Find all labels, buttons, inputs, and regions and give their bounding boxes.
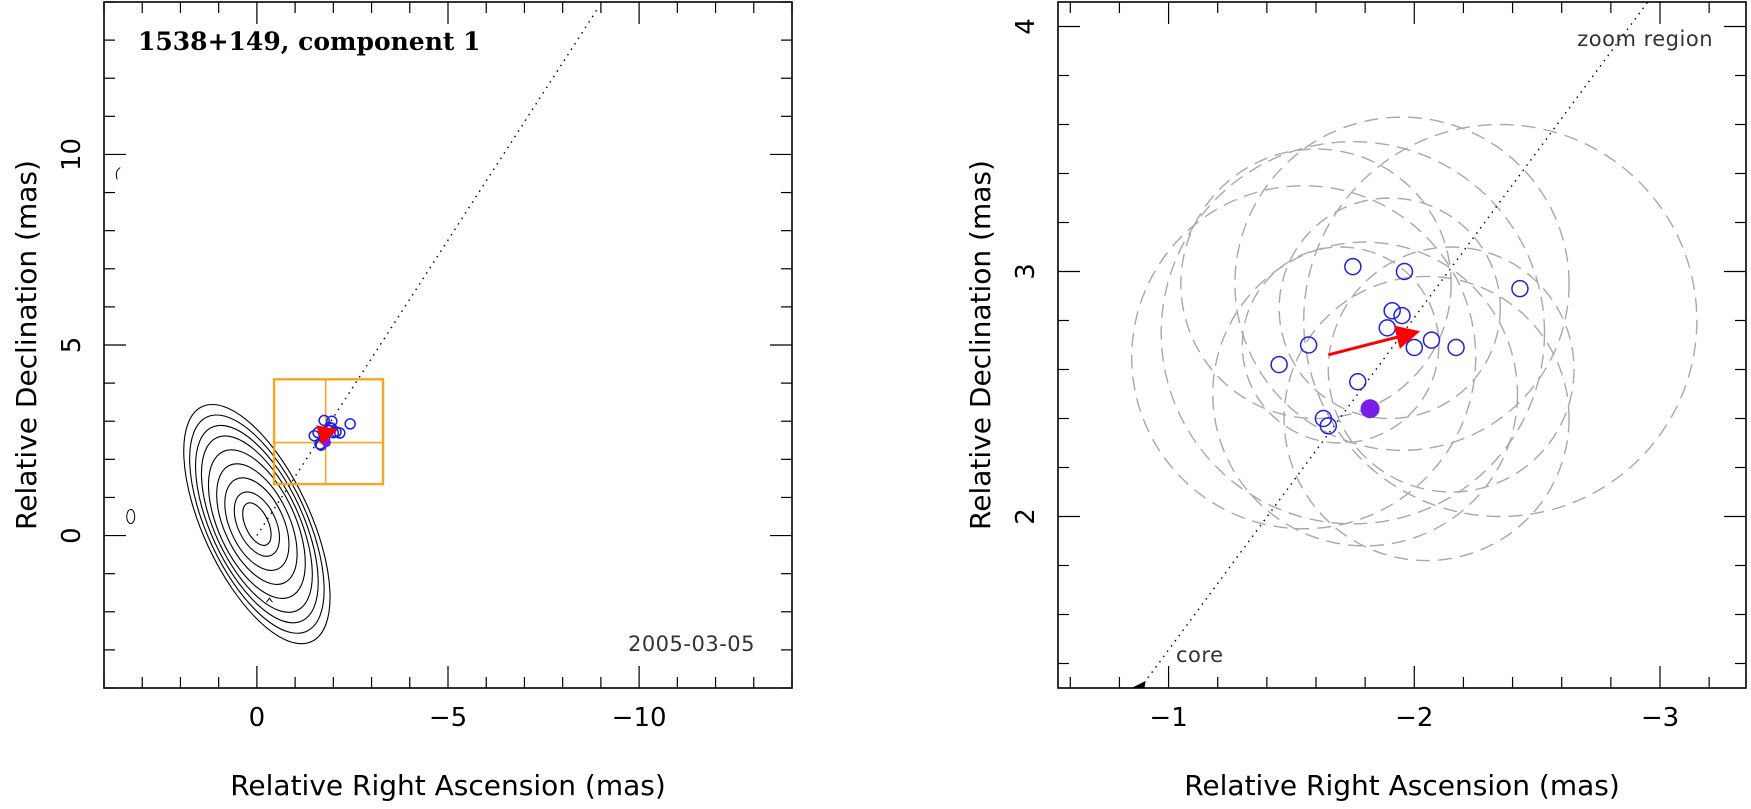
mean-position-marker — [1360, 399, 1380, 419]
component-fit-point — [1447, 338, 1465, 357]
right-x-tick-label: −2 — [1395, 703, 1433, 733]
component-fit-point — [326, 415, 338, 427]
jet-direction-line — [256, 9, 598, 536]
contour-line — [115, 167, 121, 180]
contour-line — [126, 509, 136, 524]
contour-line — [242, 502, 272, 546]
zoom-region-label: zoom region — [1577, 27, 1713, 51]
right-y-tick-label: 4 — [1011, 18, 1041, 35]
contour-line — [200, 435, 313, 613]
right-x-tick-label: −3 — [1641, 703, 1679, 733]
left-chart-title: 1538+149, component 1 — [138, 27, 481, 56]
right-axis-ticks: −1 −2 −3 2 3 4 — [1011, 2, 1746, 733]
left-axis-ticks: 0 −5 −10 0 5 10 — [57, 1, 793, 733]
left-y-tick-label: 10 — [57, 138, 87, 171]
component-fit-point — [1270, 355, 1288, 374]
uncertainty-ellipse — [1212, 241, 1519, 547]
zoom-region-box — [272, 378, 385, 486]
component-fit-point — [344, 418, 356, 430]
component-fit-point — [1378, 319, 1397, 337]
component-fit-point — [1422, 331, 1441, 349]
right-y-tick-label: 2 — [1011, 508, 1041, 525]
left-plot-frame — [103, 1, 793, 689]
component-fit-point — [1383, 301, 1401, 320]
left-x-tick-label: 0 — [249, 703, 266, 733]
motion-vector-arrow — [1327, 325, 1421, 357]
mean-position-marker — [321, 438, 331, 448]
right-y-tick-label: 3 — [1011, 263, 1041, 280]
component-fit-point — [1405, 338, 1424, 357]
contour-line — [216, 463, 298, 585]
uncertainty-ellipse — [1283, 275, 1570, 562]
right-x-tick-label: −1 — [1149, 703, 1187, 733]
uncertainty-ellipse — [1160, 140, 1546, 525]
component-fit-point — [1319, 417, 1338, 435]
component-fit-point — [1344, 257, 1362, 276]
left-x-tick-label: −5 — [429, 703, 467, 733]
core-label: core — [1176, 643, 1224, 667]
component-fit-point — [1393, 306, 1411, 325]
right-x-axis-label: Relative Right Ascension (mas) — [1184, 769, 1620, 802]
uncertainty-ellipse — [1131, 185, 1477, 530]
component-fit-point — [1349, 373, 1367, 391]
contour-line — [189, 414, 325, 634]
component-fit-point — [1299, 336, 1318, 354]
right-panel: −1 −2 −3 2 3 4 zoom region core Relative Righ… — [964, 1, 1747, 802]
uncertainty-ellipse — [1241, 246, 1440, 444]
contour-line — [224, 477, 290, 571]
contour-line — [233, 491, 281, 557]
left-y-tick-label: 5 — [57, 337, 87, 354]
left-x-axis-label: Relative Right Ascension (mas) — [230, 769, 666, 802]
uncertainty-ellipse — [1234, 116, 1570, 452]
uncertainty-ellipse — [1327, 246, 1575, 493]
left-plot-content — [115, 9, 598, 645]
uncertainty-ellipse — [1303, 123, 1698, 518]
contour-line — [195, 424, 319, 624]
motion-vector-arrow — [316, 425, 339, 445]
component-fit-point — [1511, 279, 1529, 298]
left-y-tick-label: 0 — [57, 527, 87, 544]
component-fit-point — [1395, 262, 1414, 281]
contour-line — [207, 449, 306, 599]
uncertainty-ellipse — [1278, 197, 1501, 420]
left-y-axis-label: Relative Declination (mas) — [10, 160, 43, 530]
uncertainty-ellipse — [1180, 148, 1452, 420]
contour-line — [266, 597, 273, 603]
right-y-axis-label: Relative Declination (mas) — [964, 160, 997, 530]
right-plot-frame — [1057, 1, 1747, 689]
epoch-label: 2005-03-05 — [628, 632, 755, 656]
left-panel: 0 −5 −10 0 5 10 1538+149, component 1 2005-03… — [10, 1, 793, 802]
left-x-tick-label: −10 — [612, 703, 667, 733]
jet-direction-line — [1131, 2, 1649, 688]
right-plot-content — [1131, 2, 1698, 688]
contour-line — [183, 403, 331, 645]
